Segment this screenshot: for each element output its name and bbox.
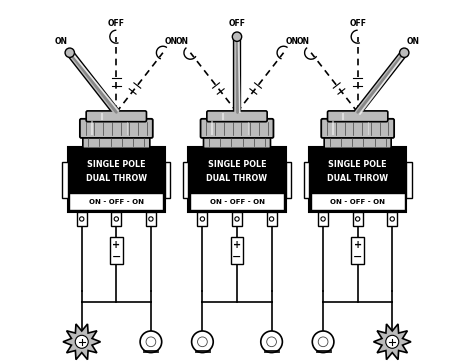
Circle shape [191,331,213,352]
Text: SINGLE POLE: SINGLE POLE [328,160,387,169]
Polygon shape [63,324,100,360]
Bar [110,237,123,264]
Bar [197,212,208,226]
FancyBboxPatch shape [201,119,273,138]
Text: SINGLE POLE: SINGLE POLE [208,160,266,169]
Bar [146,212,156,226]
Text: −: − [353,252,362,262]
Circle shape [65,48,74,57]
Circle shape [312,331,334,352]
FancyBboxPatch shape [328,111,388,122]
Text: +: + [112,240,120,250]
Bar [165,162,170,198]
Bar [68,147,165,212]
Text: ON - OFF - ON: ON - OFF - ON [89,199,144,205]
Circle shape [149,217,153,221]
Text: OFF: OFF [349,19,366,28]
Text: ON: ON [285,37,299,46]
Circle shape [232,32,242,41]
Text: OFF: OFF [108,19,125,28]
Bar [77,212,87,226]
Text: SINGLE POLE: SINGLE POLE [87,160,146,169]
Circle shape [140,331,162,352]
Bar [311,193,404,210]
Bar [111,212,121,226]
Polygon shape [374,324,411,360]
Bar [309,147,406,212]
Circle shape [400,48,409,57]
Bar [406,162,412,198]
Bar [286,162,291,198]
Bar [183,162,188,198]
Bar [70,193,163,210]
Bar [266,212,277,226]
Circle shape [200,217,205,221]
FancyBboxPatch shape [86,111,146,122]
Circle shape [80,217,84,221]
Bar [232,212,242,226]
FancyBboxPatch shape [80,119,153,138]
Circle shape [198,337,207,347]
Bar [230,237,244,264]
Text: +: + [354,240,362,250]
Bar [351,237,364,264]
Text: DUAL THROW: DUAL THROW [207,174,267,183]
Bar [387,212,397,226]
Bar [62,162,68,198]
Text: OFF: OFF [228,19,246,28]
Circle shape [356,217,360,221]
Bar [190,193,284,210]
Text: −: − [112,252,121,262]
Circle shape [75,335,88,348]
FancyBboxPatch shape [324,135,391,148]
Circle shape [267,337,276,347]
Text: ON - OFF - ON: ON - OFF - ON [210,199,264,205]
Circle shape [269,217,274,221]
Text: −: − [232,252,242,262]
Circle shape [390,217,394,221]
Text: DUAL THROW: DUAL THROW [86,174,147,183]
Bar [188,147,286,212]
FancyBboxPatch shape [321,119,394,138]
FancyBboxPatch shape [203,135,271,148]
Text: ON: ON [175,37,189,46]
Text: ON: ON [165,37,178,46]
Circle shape [114,217,118,221]
Circle shape [146,337,156,347]
FancyBboxPatch shape [83,135,150,148]
Bar [353,212,363,226]
Text: ON: ON [406,37,419,46]
Text: ON: ON [55,37,68,46]
FancyBboxPatch shape [207,111,267,122]
Text: +: + [233,240,241,250]
Text: ON: ON [296,37,309,46]
Circle shape [318,337,328,347]
Text: DUAL THROW: DUAL THROW [327,174,388,183]
Circle shape [386,335,399,348]
Circle shape [261,331,283,352]
Bar [304,162,309,198]
Circle shape [235,217,239,221]
Bar [318,212,328,226]
Circle shape [321,217,325,221]
Text: ON - OFF - ON: ON - OFF - ON [330,199,385,205]
